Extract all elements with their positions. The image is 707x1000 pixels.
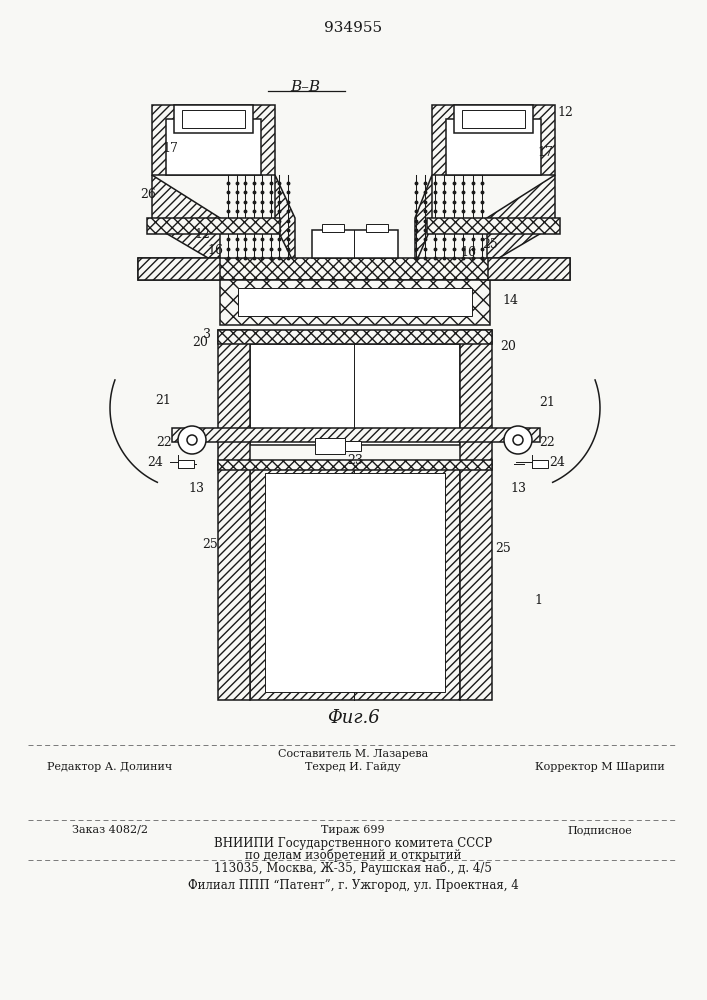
Bar	[138, 258, 220, 280]
Text: 26: 26	[140, 188, 156, 202]
Circle shape	[504, 426, 532, 454]
Text: Подписное: Подписное	[568, 825, 632, 835]
Bar	[488, 258, 570, 280]
Bar	[218, 460, 492, 470]
Bar	[178, 460, 194, 468]
Bar	[220, 280, 490, 325]
Text: Φиг.6: Φиг.6	[327, 709, 380, 727]
Text: 20: 20	[192, 336, 208, 350]
Bar	[432, 105, 555, 175]
Text: 25: 25	[482, 237, 498, 250]
Text: Корректор М Шарипи: Корректор М Шарипи	[535, 762, 665, 772]
Text: B–B: B–B	[290, 80, 320, 94]
Bar	[166, 119, 261, 175]
Text: 23: 23	[347, 454, 363, 466]
Bar	[454, 105, 533, 133]
Polygon shape	[275, 175, 295, 265]
Text: ВНИИПИ Государственного комитета СССР: ВНИИПИ Государственного комитета СССР	[214, 836, 492, 850]
Text: 22: 22	[156, 436, 172, 450]
Text: 21: 21	[539, 396, 555, 410]
Text: Заказ 4082/2: Заказ 4082/2	[72, 825, 148, 835]
Text: 13: 13	[510, 482, 526, 494]
Text: 24: 24	[147, 456, 163, 470]
Text: 12: 12	[194, 229, 210, 241]
Bar	[138, 258, 570, 280]
Circle shape	[178, 426, 206, 454]
Text: 16: 16	[460, 245, 476, 258]
Text: 22: 22	[539, 436, 555, 450]
Text: 1: 1	[534, 593, 542, 606]
Bar	[238, 288, 472, 316]
Bar	[427, 218, 560, 234]
Text: Тираж 699: Тираж 699	[321, 825, 385, 835]
Text: Составитель М. Лазарева: Составитель М. Лазарева	[278, 749, 428, 759]
Bar	[218, 330, 492, 344]
Bar	[366, 224, 388, 232]
Bar	[147, 218, 280, 234]
Circle shape	[187, 435, 197, 445]
Bar	[532, 460, 548, 468]
Bar	[265, 473, 445, 692]
Text: 21: 21	[155, 393, 171, 406]
Bar	[345, 441, 361, 451]
Text: 14: 14	[502, 294, 518, 306]
Text: 3: 3	[203, 328, 211, 342]
Text: Техред И. Гайду: Техред И. Гайду	[305, 762, 401, 772]
Text: 17: 17	[162, 141, 178, 154]
Text: 25: 25	[495, 542, 511, 554]
Text: 17: 17	[537, 145, 553, 158]
Text: 25: 25	[202, 538, 218, 552]
Text: 934955: 934955	[324, 21, 382, 35]
Bar	[250, 344, 460, 445]
Text: по делам изобретений и открытий: по делам изобретений и открытий	[245, 848, 461, 862]
Text: 113035, Москва, Ж-35, Раушская наб., д. 4/5: 113035, Москва, Ж-35, Раушская наб., д. …	[214, 861, 492, 875]
Bar	[462, 110, 525, 128]
Bar	[218, 465, 250, 700]
Bar	[174, 105, 253, 133]
Bar	[218, 330, 250, 465]
Text: 16: 16	[207, 243, 223, 256]
Polygon shape	[415, 175, 432, 265]
Circle shape	[513, 435, 523, 445]
Text: Редактор А. Долинич: Редактор А. Долинич	[47, 762, 173, 772]
Bar	[152, 105, 275, 175]
Bar	[322, 224, 344, 232]
Text: 12: 12	[557, 105, 573, 118]
Text: Филиал ППП “Патент”, г. Ужгород, ул. Проектная, 4: Филиал ППП “Патент”, г. Ужгород, ул. Про…	[187, 879, 518, 892]
Bar	[182, 110, 245, 128]
Polygon shape	[487, 175, 555, 265]
Bar	[172, 428, 540, 442]
Text: 24: 24	[549, 456, 565, 470]
Bar	[460, 465, 492, 700]
Polygon shape	[152, 175, 220, 265]
Bar	[312, 230, 398, 258]
Bar	[250, 465, 460, 700]
Text: 13: 13	[188, 482, 204, 494]
Bar	[315, 438, 345, 454]
Text: 20: 20	[500, 340, 516, 354]
Bar	[446, 119, 541, 175]
Bar	[460, 330, 492, 465]
